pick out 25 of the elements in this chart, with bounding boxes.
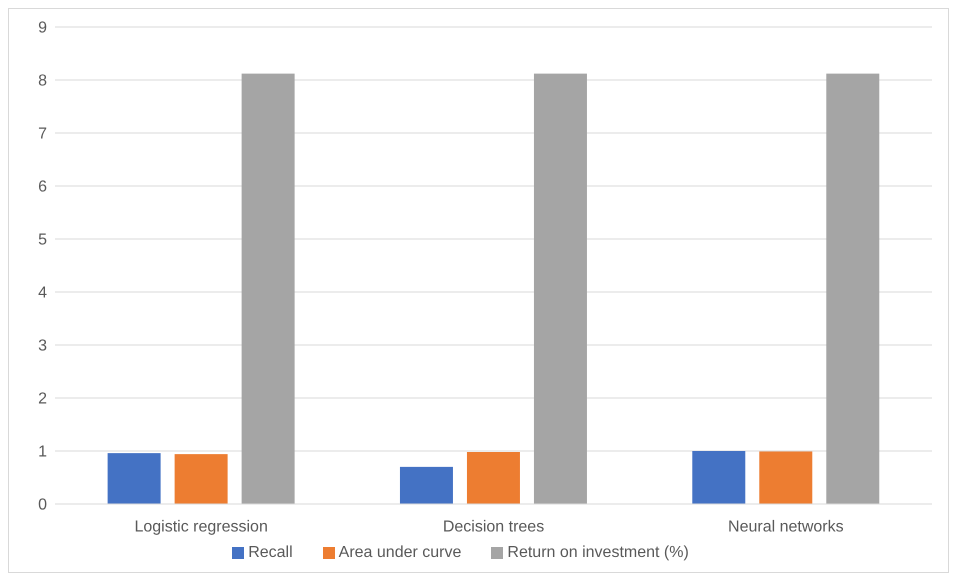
bar	[692, 451, 746, 504]
legend-label: Recall	[248, 544, 293, 561]
y-tick-label: 0	[38, 496, 48, 514]
y-tick-label: 4	[38, 284, 48, 302]
x-tick-label: Decision trees	[442, 518, 544, 536]
y-tick-label: 5	[38, 232, 48, 249]
bar	[242, 74, 295, 504]
y-tick-label: 2	[38, 390, 48, 408]
y-tick-label: 9	[38, 20, 48, 37]
x-tick-label: Neural networks	[728, 518, 844, 536]
y-tick-label: 7	[38, 126, 48, 143]
y-tick-label: 1	[38, 444, 48, 461]
x-tick-label: Logistic regression	[134, 518, 268, 536]
bar	[826, 74, 880, 504]
bar	[466, 452, 520, 504]
legend-label: Area under curve	[338, 544, 462, 561]
bar	[174, 454, 228, 504]
bar	[108, 453, 161, 504]
y-tick-label: 8	[38, 72, 48, 90]
bar	[400, 466, 453, 504]
bar	[759, 452, 812, 504]
y-tick-label: 3	[38, 338, 48, 355]
bar	[534, 74, 587, 504]
y-tick-label: 6	[38, 178, 48, 196]
legend-label: Return on investment (%)	[507, 544, 689, 561]
